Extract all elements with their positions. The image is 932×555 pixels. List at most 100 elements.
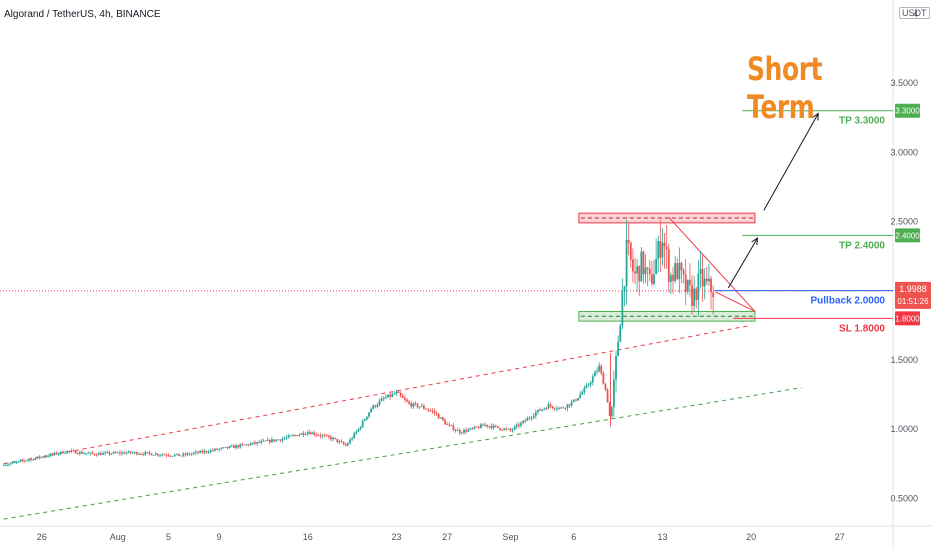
- candle-body: [290, 435, 292, 437]
- candle-body: [515, 424, 518, 427]
- candle-body: [642, 251, 645, 275]
- projection-arrow: [763, 113, 819, 211]
- y-tick-label: 3.5000: [890, 78, 918, 88]
- candle-body: [399, 393, 402, 396]
- candle-body: [173, 454, 176, 456]
- candle-body: [423, 405, 425, 409]
- candle-body: [678, 262, 681, 280]
- candle-body: [49, 453, 52, 457]
- candle-body: [602, 373, 605, 385]
- candle-body: [296, 435, 299, 437]
- candle-body: [283, 438, 286, 439]
- candle-body: [556, 408, 558, 410]
- candle-body: [551, 406, 554, 408]
- x-tick-label: 20: [746, 532, 756, 542]
- candle-body: [376, 404, 379, 407]
- candle-body: [636, 266, 639, 274]
- candle-body: [598, 365, 601, 372]
- candle-body: [89, 452, 92, 454]
- candle-body: [361, 420, 364, 427]
- candle-body: [615, 356, 617, 380]
- candle-body: [32, 458, 35, 460]
- candle-body: [81, 451, 83, 454]
- candle-body: [494, 425, 497, 427]
- candle-body: [684, 274, 687, 292]
- candle-body: [391, 393, 394, 397]
- candle-body: [461, 432, 463, 434]
- candle-body: [100, 453, 102, 455]
- candle-body: [340, 441, 343, 443]
- candle-body: [697, 273, 700, 301]
- candle-body: [427, 409, 430, 411]
- candle-body: [528, 418, 531, 419]
- candle-body: [469, 428, 472, 430]
- candle-body: [526, 418, 529, 421]
- annotation-title: Short Term: [747, 50, 823, 126]
- candle-body: [610, 407, 613, 416]
- candle-body: [547, 404, 550, 409]
- candle-body: [87, 453, 90, 454]
- candle-body: [532, 415, 535, 418]
- candle-body: [410, 403, 413, 407]
- candle-body: [306, 432, 309, 434]
- candle-body: [129, 451, 132, 453]
- candle-body: [127, 451, 130, 453]
- level-label: SL 1.8000: [839, 323, 885, 334]
- candle-body: [64, 452, 66, 454]
- candle-body: [518, 424, 520, 426]
- candle-body: [9, 463, 12, 465]
- candle-body: [218, 448, 221, 450]
- candle-body: [203, 450, 206, 453]
- candle-body: [110, 453, 113, 455]
- candle-body: [524, 420, 527, 422]
- candle-body: [701, 268, 704, 287]
- candle-body: [135, 452, 138, 455]
- candle-body: [431, 410, 434, 412]
- candle-body: [355, 431, 358, 434]
- candle-body: [323, 435, 326, 437]
- candle-body: [131, 452, 134, 454]
- candle-body: [342, 442, 345, 445]
- candle-body: [541, 409, 544, 411]
- candle-body: [691, 284, 693, 306]
- candle-body: [357, 428, 360, 432]
- candle-body: [209, 450, 212, 453]
- candle-body: [271, 439, 273, 443]
- candle-body: [604, 384, 607, 390]
- candle-body: [387, 394, 389, 398]
- channel-trendline: [3, 387, 802, 520]
- candle-body: [266, 439, 269, 441]
- candle-body: [454, 430, 457, 431]
- candle-body: [328, 435, 330, 437]
- candle-body: [281, 438, 284, 441]
- currency-badge[interactable]: USDT: [899, 7, 930, 19]
- candle-body: [140, 453, 142, 455]
- candle-body: [336, 438, 339, 443]
- candle-body: [321, 435, 324, 437]
- candle-body: [585, 385, 588, 389]
- candle-body: [397, 391, 400, 394]
- candle-body: [330, 436, 332, 440]
- triangle-line: [668, 216, 756, 312]
- candle-body: [13, 462, 16, 464]
- candle-body: [543, 408, 546, 410]
- candle-body: [591, 376, 594, 383]
- candle-body: [404, 397, 406, 400]
- candle-body: [292, 435, 294, 436]
- candle-body: [674, 263, 677, 281]
- candle-body: [95, 454, 98, 456]
- candle-body: [439, 417, 442, 419]
- candle-body: [243, 444, 246, 446]
- x-tick-label: 6: [571, 532, 576, 542]
- candle-body: [564, 407, 567, 409]
- candle-body: [372, 405, 375, 409]
- candle-body: [351, 438, 354, 440]
- candle-body: [452, 425, 455, 431]
- candle-body: [224, 446, 227, 448]
- candle-body: [304, 433, 307, 435]
- candle-body: [513, 426, 516, 430]
- candle-body: [418, 406, 421, 408]
- candle-body: [412, 403, 415, 407]
